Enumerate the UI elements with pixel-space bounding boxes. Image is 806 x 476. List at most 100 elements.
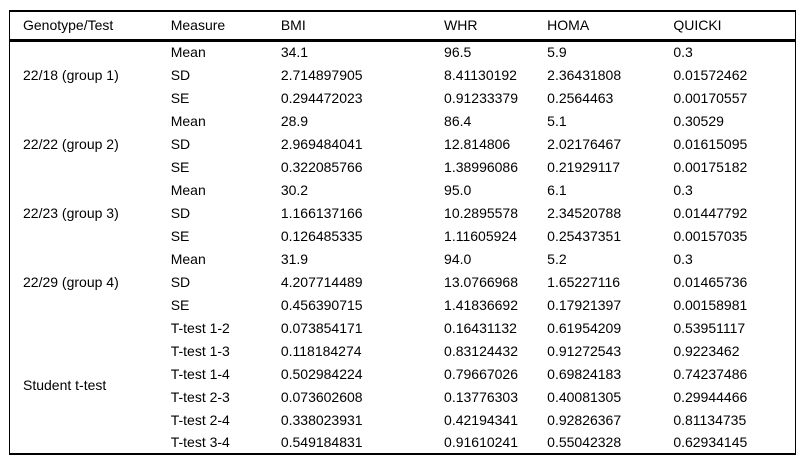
group-label-cell: 22/18 (group 1)	[23, 67, 119, 84]
table-row: T-test 2-3 0.073602608 0.13776303 0.4008130…	[10, 385, 796, 408]
value-cell: 12.814806	[444, 135, 511, 152]
value-cell: 0.01572462	[673, 66, 748, 83]
value-cell: 0.61954209	[547, 319, 622, 336]
value-cell: 0.9223462	[673, 342, 740, 359]
measure-cell: SD	[170, 273, 191, 290]
column-header-genotype-test: Genotype/Test	[23, 17, 114, 34]
measure-cell: T-test 2-4	[170, 411, 230, 428]
value-cell: 0.322085766	[280, 158, 363, 175]
table-row: SD 2.714897905 8.41130192 2.36431808 0.01572…	[10, 63, 796, 86]
value-cell: 0.53951117	[673, 319, 746, 336]
value-cell: 28.9	[280, 112, 309, 129]
table-row: 22/29 (group 4) Mean 31.9 94.0 5.2 0.3	[10, 247, 796, 290]
value-cell: 34.1	[280, 44, 309, 61]
value-cell: 0.00170557	[673, 89, 748, 106]
value-cell: 1.38996086	[444, 158, 518, 175]
value-cell: 1.166137166	[280, 204, 363, 221]
value-cell: 0.42194341	[444, 411, 518, 428]
value-cell: 0.40081305	[547, 388, 622, 405]
value-cell: 5.9	[547, 44, 567, 61]
value-cell: 0.549184831	[280, 434, 363, 450]
table-row: T-test 1-3 0.118184274 0.83124432 0.9127254…	[10, 339, 796, 362]
measure-cell: T-test 2-3	[170, 388, 230, 405]
value-cell: 0.69824183	[547, 365, 622, 382]
value-cell: 10.2895578	[444, 204, 518, 221]
value-cell: 86.4	[444, 112, 472, 129]
measure-cell: SE	[170, 227, 190, 244]
table-row: SE 0.322085766 1.38996086 0.21929117 0.00175…	[10, 155, 796, 178]
value-cell: 0.502984224	[280, 365, 363, 382]
table-row: SE 0.294472023 0.91233379 0.2564463 0.001705…	[10, 86, 796, 109]
value-cell: 0.00158981	[673, 296, 748, 313]
value-cell: 0.13776303	[444, 388, 518, 405]
value-cell: 0.3	[673, 44, 693, 61]
table-row: T-test 3-4 0.549184831 0.91610241 0.5504232…	[10, 431, 796, 454]
column-header-measure: Measure	[170, 17, 226, 34]
measure-cell: Mean	[170, 44, 206, 61]
value-cell: 1.41836692	[444, 296, 518, 313]
header-row: Genotype/Test Measure BMI WHR HOMA QUICKI	[9, 11, 796, 40]
measure-cell: T-test 1-4	[170, 365, 230, 382]
measure-cell: SD	[170, 135, 191, 152]
value-cell: 0.126485335	[280, 227, 363, 244]
value-cell: 0.83124432	[444, 342, 518, 359]
genotype-stats-table: Genotype/Test Measure BMI WHR HOMA QUICKI 22/…	[9, 10, 796, 455]
value-cell: 0.91233379	[444, 89, 518, 106]
measure-cell: Mean	[170, 112, 206, 129]
measure-cell: Mean	[170, 250, 206, 267]
table-row: SD 1.166137166 10.2895578 2.34520788 0.01447…	[10, 201, 796, 224]
value-cell: 6.1	[547, 181, 567, 198]
value-cell: 2.36431808	[547, 66, 622, 83]
value-cell: 0.62934145	[673, 434, 748, 450]
table-row: T-test 2-4 0.338023931 0.42194341 0.9282636…	[10, 408, 796, 431]
value-cell: 0.118184274	[280, 342, 362, 359]
table-row: 22/23 (group 3) Mean 30.2 95.0 6.1 0.3	[10, 178, 796, 221]
value-cell: 0.16431132	[444, 319, 517, 336]
value-cell: 0.294472023	[280, 89, 363, 106]
value-cell: 0.30529	[673, 112, 724, 129]
value-cell: 0.91610241	[444, 434, 518, 450]
value-cell: 30.2	[280, 181, 309, 198]
measure-cell: SE	[170, 89, 190, 106]
value-cell: 5.2	[547, 250, 567, 267]
measure-cell: Mean	[170, 181, 206, 198]
value-cell: 96.5	[444, 44, 472, 61]
value-cell: 0.00175182	[673, 158, 748, 175]
column-header-homa: HOMA	[547, 17, 590, 34]
group-label-cell: 22/29 (group 4)	[23, 273, 119, 290]
value-cell: 0.01447792	[673, 204, 748, 221]
value-cell: 0.25437351	[547, 227, 622, 244]
group-label-cell: 22/23 (group 3)	[23, 204, 119, 221]
table-row: SD 2.969484041 12.814806 2.02176467 0.016150…	[10, 132, 796, 155]
value-cell: 94.0	[444, 250, 472, 267]
value-cell: 0.01465736	[673, 273, 748, 290]
value-cell: 0.81134735	[673, 411, 747, 428]
value-cell: 31.9	[280, 250, 309, 267]
measure-cell: T-test 1-2	[170, 319, 230, 336]
measure-cell: SE	[170, 296, 190, 313]
value-cell: 1.65227116	[547, 273, 621, 290]
value-cell: 0.21929117	[547, 158, 621, 175]
value-cell: 0.456390715	[280, 296, 363, 313]
group-label-cell: 22/22 (group 2)	[23, 135, 119, 152]
table-row: T-test 1-4 0.502984224 0.79667026 0.6982418…	[10, 362, 796, 385]
value-cell: 0.2564463	[547, 89, 614, 106]
value-cell: 0.338023931	[280, 411, 363, 428]
value-cell: 13.0766968	[444, 273, 518, 290]
column-header-whr: WHR	[444, 17, 478, 34]
value-cell: 0.3	[673, 250, 693, 267]
measure-cell: SD	[170, 204, 191, 221]
table-row: Student t-test T-test 1-2 0.073854171 0.164…	[10, 316, 796, 393]
value-cell: 95.0	[444, 181, 472, 198]
value-cell: 0.55042328	[547, 434, 622, 450]
table-row: SE 0.456390715 1.41836692 0.17921397 0.00158…	[10, 293, 796, 316]
value-cell: 0.29944466	[673, 388, 748, 405]
value-cell: 5.1	[547, 112, 567, 129]
value-cell: 0.91272543	[547, 342, 622, 359]
value-cell: 0.3	[673, 181, 693, 198]
column-header-quicki: QUICKI	[673, 17, 722, 34]
value-cell: 0.073854171	[280, 319, 363, 336]
column-header-bmi: BMI	[280, 17, 306, 34]
value-cell: 2.02176467	[547, 135, 622, 152]
